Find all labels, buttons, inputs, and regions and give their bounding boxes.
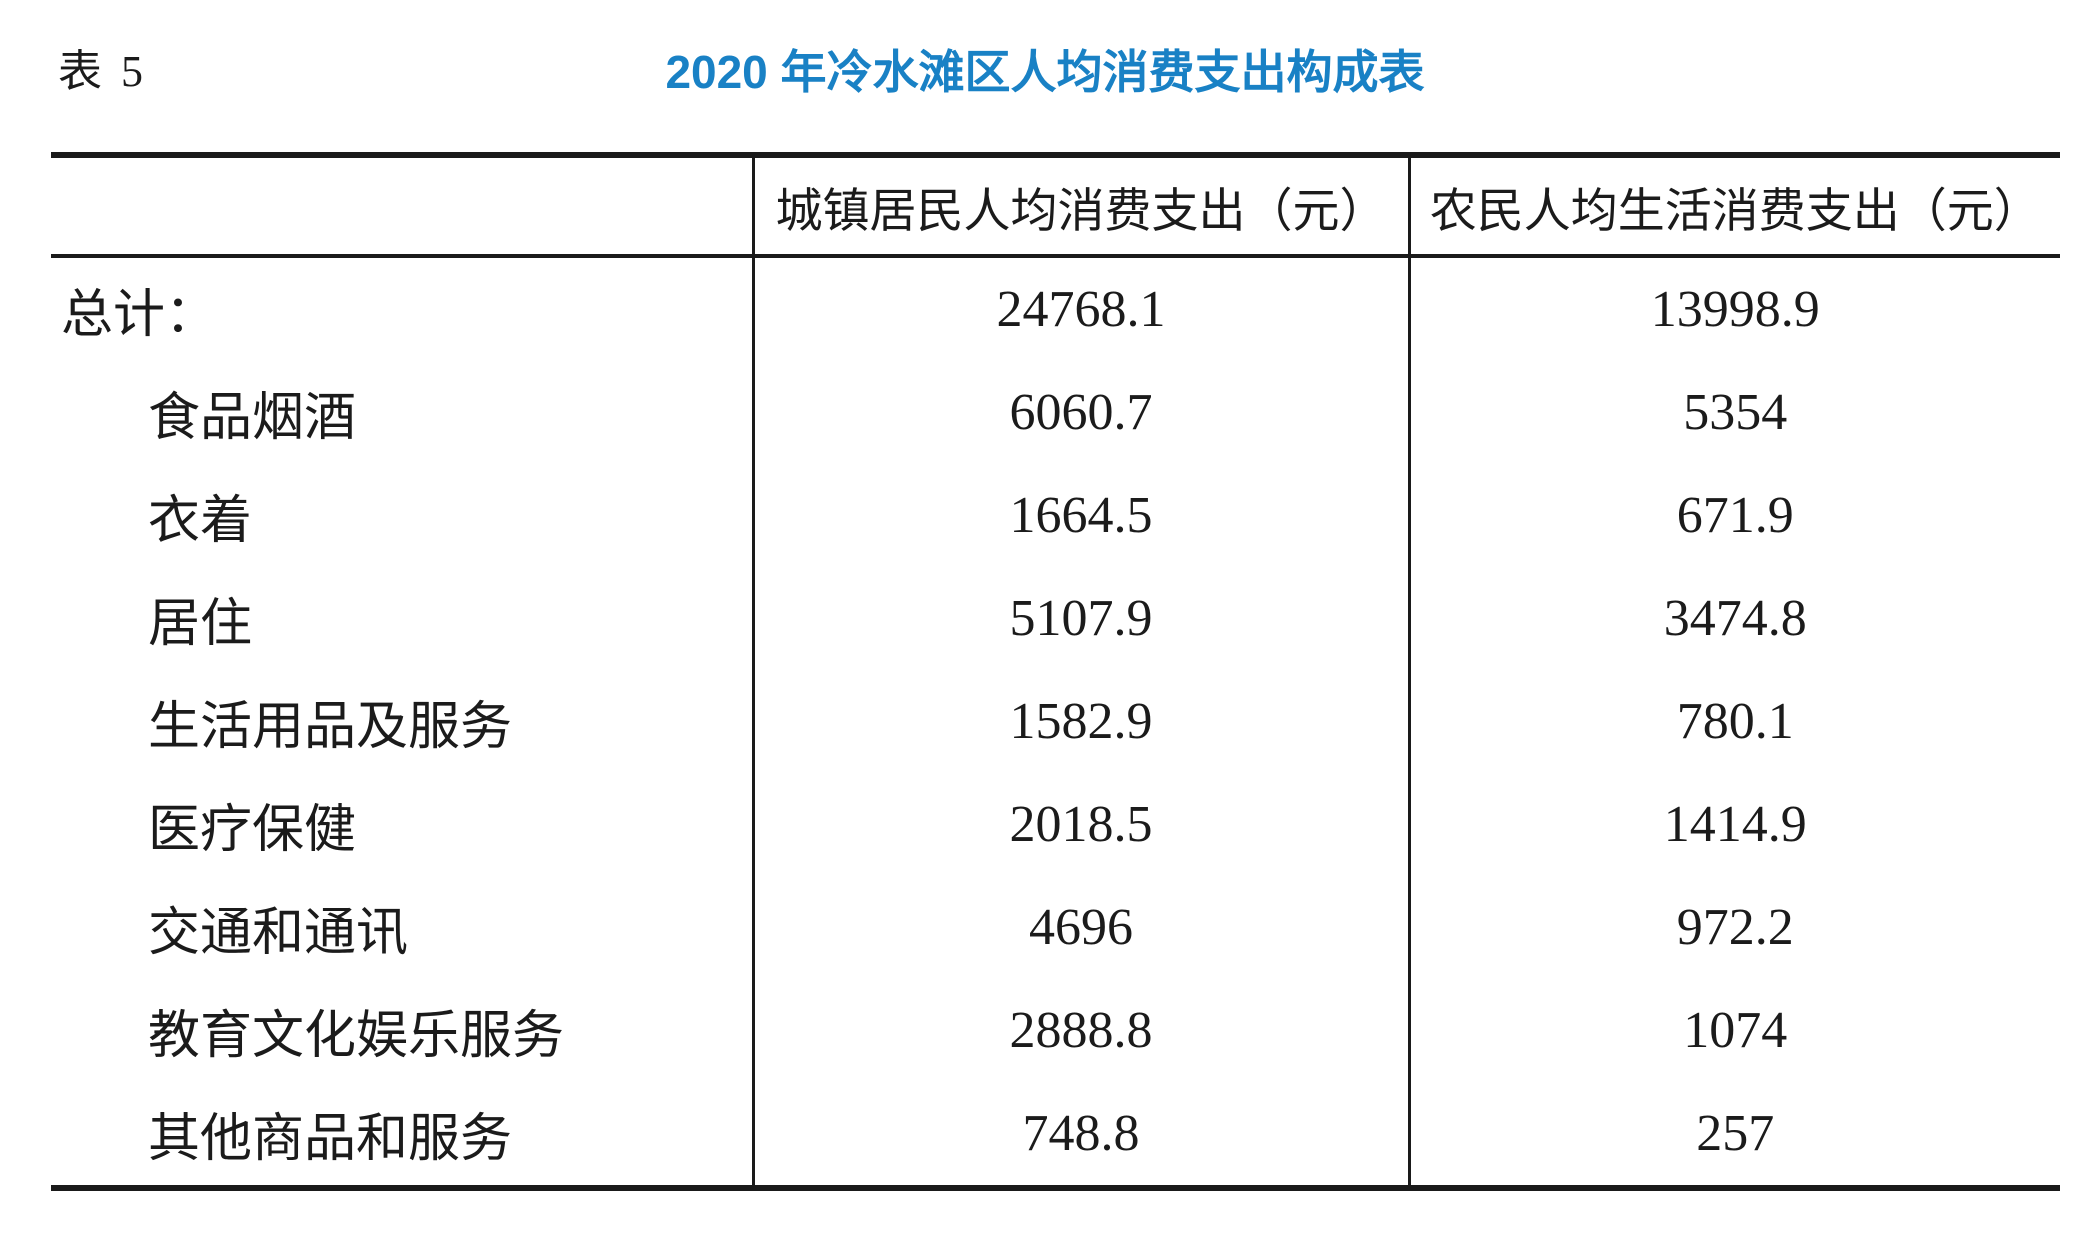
table-row: 其他商品和服务 748.8 257 [51, 1082, 2060, 1188]
table-row-total: 总计： 24768.1 13998.9 [51, 256, 2060, 361]
urban-value: 6060.7 [751, 361, 1409, 464]
urban-value: 2018.5 [751, 773, 1409, 876]
table-row: 教育文化娱乐服务 2888.8 1074 [51, 979, 2060, 1082]
rural-value: 5354 [1407, 361, 2060, 464]
rural-value: 671.9 [1407, 464, 2060, 567]
urban-value: 748.8 [751, 1082, 1409, 1188]
urban-value: 24768.1 [751, 256, 1409, 361]
row-label: 衣着 [148, 493, 253, 550]
row-label: 交通和通讯 [148, 905, 409, 962]
table-body: 总计： 24768.1 13998.9 食品烟酒 6060.7 5354 衣着 … [51, 256, 2060, 1188]
table-header: 城镇居民人均消费支出（元） 农民人均生活消费支出（元） [51, 155, 2060, 256]
rural-value: 972.2 [1407, 876, 2060, 979]
rural-value: 1074 [1407, 979, 2060, 1082]
row-label: 食品烟酒 [148, 390, 357, 447]
table-row: 居住 5107.9 3474.8 [51, 567, 2060, 670]
rural-value: 1414.9 [1407, 773, 2060, 876]
table-row: 生活用品及服务 1582.9 780.1 [51, 670, 2060, 773]
row-label: 其他商品和服务 [148, 1111, 513, 1168]
rural-value: 13998.9 [1407, 256, 2060, 361]
table-number-label: 表 5 [58, 47, 147, 96]
header-cell-urban: 城镇居民人均消费支出（元） [751, 155, 1409, 256]
rural-value: 257 [1407, 1082, 2060, 1188]
header-row: 城镇居民人均消费支出（元） 农民人均生活消费支出（元） [51, 155, 2060, 256]
table-row: 交通和通讯 4696 972.2 [51, 876, 2060, 979]
table-row: 食品烟酒 6060.7 5354 [51, 361, 2060, 464]
header-cell-rural: 农民人均生活消费支出（元） [1407, 155, 2060, 256]
table-row: 衣着 1664.5 671.9 [51, 464, 2060, 567]
rural-value: 780.1 [1407, 670, 2060, 773]
page-title: 2020 年冷水滩区人均消费支出构成表 [665, 46, 1425, 98]
urban-value: 1582.9 [751, 670, 1409, 773]
row-label: 生活用品及服务 [148, 699, 513, 756]
table-caption: 表 5 2020 年冷水滩区人均消费支出构成表 [0, 0, 2090, 152]
row-label: 总计： [61, 287, 218, 344]
table-row: 医疗保健 2018.5 1414.9 [51, 773, 2060, 876]
rural-value: 3474.8 [1407, 567, 2060, 670]
urban-value: 5107.9 [751, 567, 1409, 670]
header-cell-empty [51, 155, 753, 256]
urban-value: 1664.5 [751, 464, 1409, 567]
urban-value: 4696 [751, 876, 1409, 979]
row-label: 居住 [148, 596, 253, 653]
urban-value: 2888.8 [751, 979, 1409, 1082]
row-label: 教育文化娱乐服务 [148, 1008, 565, 1065]
consumption-table: 城镇居民人均消费支出（元） 农民人均生活消费支出（元） 总计： 24768.1 … [51, 152, 2060, 1191]
row-label: 医疗保健 [148, 802, 357, 859]
